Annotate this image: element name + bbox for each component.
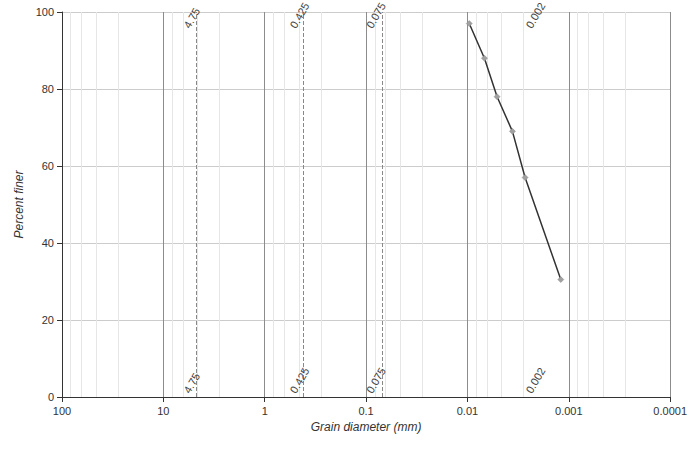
svg-text:100: 100 [36,6,54,18]
svg-text:0.425: 0.425 [287,365,311,395]
svg-text:0.01: 0.01 [457,405,478,417]
svg-text:0.1: 0.1 [358,405,373,417]
svg-text:10: 10 [157,405,169,417]
svg-text:20: 20 [42,314,54,326]
svg-text:80: 80 [42,83,54,95]
svg-text:0: 0 [48,391,54,403]
svg-text:Grain diameter (mm): Grain diameter (mm) [311,420,422,434]
svg-text:1: 1 [262,405,268,417]
svg-text:60: 60 [42,160,54,172]
svg-text:Percent finer: Percent finer [12,169,26,238]
svg-text:0.425: 0.425 [287,0,311,30]
svg-text:4.75: 4.75 [181,6,202,31]
svg-text:40: 40 [42,237,54,249]
svg-text:0.075: 0.075 [364,0,388,30]
svg-text:100: 100 [53,405,71,417]
svg-text:4.75: 4.75 [181,371,202,396]
svg-text:0.001: 0.001 [555,405,583,417]
svg-text:0.002: 0.002 [523,0,547,30]
svg-text:0.0001: 0.0001 [653,405,687,417]
svg-text:0.075: 0.075 [364,365,388,395]
svg-text:0.002: 0.002 [523,365,547,395]
